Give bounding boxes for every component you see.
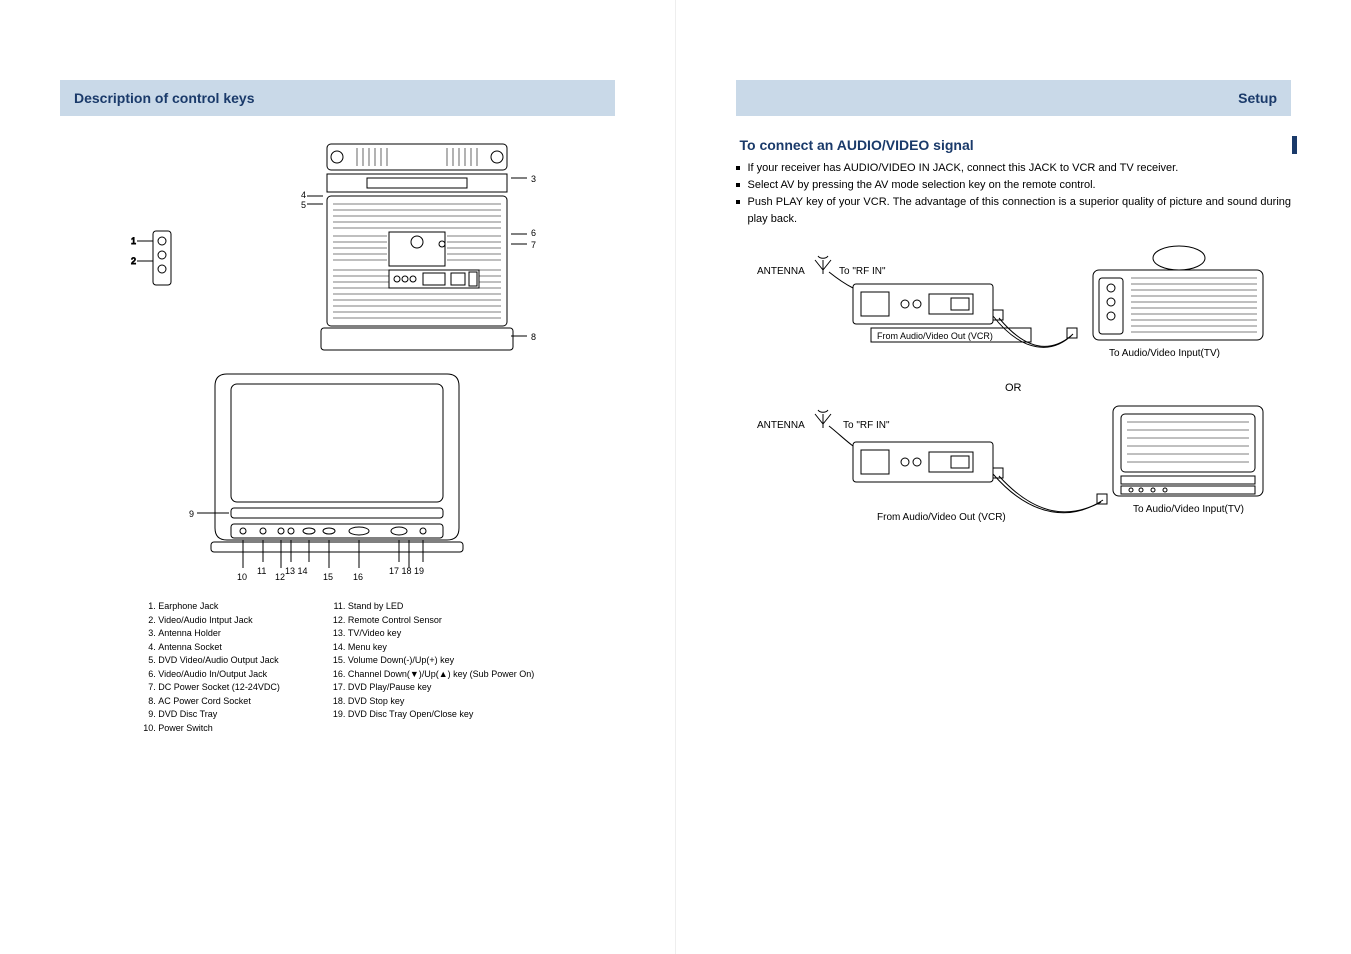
bullet-1: If your receiver has AUDIO/VIDEO IN JACK… (736, 160, 1292, 177)
parts-item: Video/Audio In/Output Jack (158, 668, 280, 682)
instruction-bullets: If your receiver has AUDIO/VIDEO IN JACK… (736, 160, 1292, 228)
callout-4: 4 (301, 190, 306, 200)
callout-3: 3 (531, 174, 536, 184)
parts-item: DVD Video/Audio Output Jack (158, 654, 280, 668)
callout-1: 1 (131, 236, 136, 246)
rear-view-diagram: 1 2 (127, 136, 547, 356)
right-content: To connect an AUDIO/VIDEO signal If your… (736, 136, 1292, 542)
connection-diagram-2: ANTENNA To "RF IN" From Audio/Video Out … (753, 402, 1273, 542)
parts-item: DVD Disc Tray (158, 708, 280, 722)
right-header-text: Setup (1238, 90, 1277, 106)
label-to-av-1: To Audio/Video Input(TV) (1109, 348, 1220, 359)
callout-5: 5 (301, 200, 306, 210)
parts-item: Power Switch (158, 722, 280, 736)
right-header-bar: Setup (736, 80, 1292, 116)
bullet-2: Select AV by pressing the AV mode select… (736, 177, 1292, 194)
section-title: To connect an AUDIO/VIDEO signal (736, 136, 1292, 154)
left-header-text: Description of control keys (74, 90, 254, 106)
label-from-av-1: From Audio/Video Out (VCR) (877, 331, 993, 341)
callout-7: 7 (531, 240, 536, 250)
left-page: Description of control keys 1 2 (0, 0, 676, 954)
parts-item: Volume Down(-)/Up(+) key (348, 654, 534, 668)
left-header-bar: Description of control keys (60, 80, 615, 116)
parts-item: Antenna Holder (158, 627, 280, 641)
callout-11: 11 (257, 566, 266, 576)
label-rfin-2: To "RF IN" (843, 420, 890, 431)
right-page: Setup To connect an AUDIO/VIDEO signal I… (676, 0, 1351, 954)
label-rfin-1: To "RF IN" (839, 266, 886, 277)
parts-item: Video/Audio Intput Jack (158, 614, 280, 628)
callout-1314: 13 14 (285, 566, 308, 576)
callout-15: 15 (323, 572, 333, 582)
callout-16: 16 (353, 572, 363, 582)
parts-list: Earphone JackVideo/Audio Intput JackAnte… (60, 600, 615, 735)
callout-12: 12 (275, 572, 285, 582)
parts-item: Stand by LED (348, 600, 534, 614)
parts-item: Remote Control Sensor (348, 614, 534, 628)
parts-item: DVD Stop key (348, 695, 534, 709)
parts-item: TV/Video key (348, 627, 534, 641)
callout-171819: 17 18 19 (389, 566, 424, 576)
section-title-text: To connect an AUDIO/VIDEO signal (740, 137, 974, 153)
or-label: OR (736, 382, 1292, 394)
left-content: 1 2 (60, 136, 615, 735)
callout-6: 6 (531, 228, 536, 238)
parts-item: DVD Play/Pause key (348, 681, 534, 695)
callout-9: 9 (189, 509, 194, 519)
label-to-av-2: To Audio/Video Input(TV) (1133, 504, 1244, 515)
parts-item: Earphone Jack (158, 600, 280, 614)
bullet-3: Push PLAY key of your VCR. The advantage… (736, 194, 1292, 228)
parts-item: DVD Disc Tray Open/Close key (348, 708, 534, 722)
parts-col-a: Earphone JackVideo/Audio Intput JackAnte… (140, 600, 280, 735)
label-from-av-2: From Audio/Video Out (VCR) (877, 512, 1006, 523)
parts-col-b: Stand by LEDRemote Control SensorTV/Vide… (330, 600, 534, 735)
parts-item: Menu key (348, 641, 534, 655)
callout-2: 2 (131, 256, 136, 266)
label-antenna-1: ANTENNA (757, 266, 805, 277)
callout-10: 10 (237, 572, 247, 582)
parts-item: AC Power Cord Socket (158, 695, 280, 709)
callout-8: 8 (531, 332, 536, 342)
front-view-diagram: 9 10 11 12 13 14 15 16 17 18 19 (177, 368, 497, 588)
label-antenna-2: ANTENNA (757, 420, 805, 431)
connection-diagram-1: ANTENNA To "RF IN" From Audio/Video Out … (753, 244, 1273, 374)
parts-item: Antenna Socket (158, 641, 280, 655)
parts-item: DC Power Socket (12-24VDC) (158, 681, 280, 695)
parts-item: Channel Down(▼)/Up(▲) key (Sub Power On) (348, 668, 534, 682)
